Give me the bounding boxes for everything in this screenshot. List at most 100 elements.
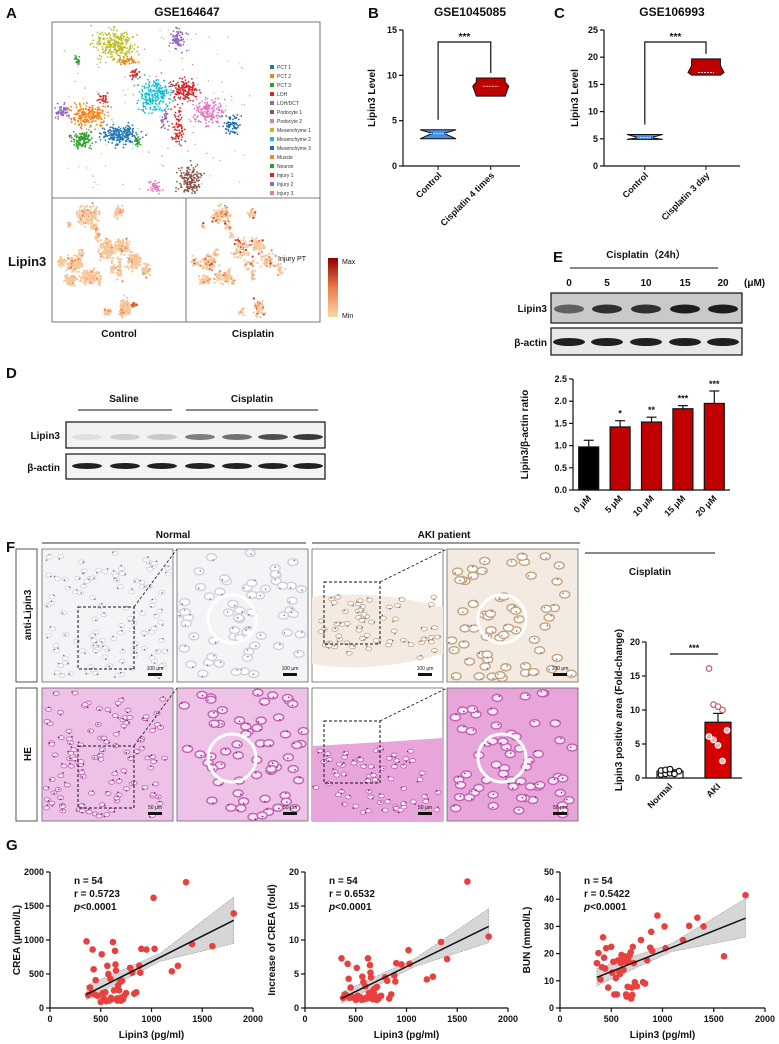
- umap-cell: [132, 71, 134, 74]
- umap-cell: [166, 120, 169, 123]
- umap-cell: [155, 190, 158, 193]
- nucleus: [459, 579, 461, 582]
- expression-cell: [241, 311, 244, 314]
- umap-cell: [176, 41, 179, 44]
- umap-cell: [89, 43, 92, 46]
- expression-cell: [109, 251, 113, 254]
- expression-cell: [139, 259, 142, 262]
- nucleus: [150, 654, 153, 656]
- umap-cell: [105, 33, 108, 36]
- umap-cell: [98, 38, 101, 41]
- significance-label: ***: [459, 32, 471, 43]
- umap-cell: [132, 143, 134, 145]
- umap-cell: [207, 80, 210, 82]
- legend-label: Podocyte 1: [277, 110, 302, 116]
- umap-cell: [112, 121, 114, 123]
- nucleus: [119, 672, 122, 674]
- expression-cell: [220, 282, 223, 285]
- expression-cell: [116, 256, 119, 259]
- expression-cell: [80, 279, 83, 282]
- expression-cell: [89, 281, 92, 284]
- tubule: [180, 619, 192, 628]
- umap-cell: [131, 58, 134, 61]
- umap-cell: [164, 112, 167, 115]
- umap-cell: [185, 189, 187, 192]
- expression-cell: [205, 260, 208, 263]
- umap-cell: [94, 128, 96, 131]
- nucleus: [106, 567, 109, 570]
- nucleus: [61, 612, 64, 614]
- umap-cell: [192, 115, 195, 118]
- umap-cell: [151, 190, 154, 192]
- expression-cell: [126, 301, 129, 304]
- umap-cell: [107, 141, 110, 143]
- nucleus: [181, 603, 184, 605]
- umap-cell: [156, 92, 158, 95]
- umap-cell: [181, 84, 183, 87]
- umap-cell: [240, 115, 243, 117]
- umap-cell: [154, 100, 157, 103]
- expression-cell: [135, 264, 138, 268]
- umap-cell: [124, 126, 127, 129]
- umap-cell: [163, 113, 166, 116]
- umap-cell: [128, 140, 130, 142]
- umap-cell: [119, 51, 122, 54]
- umap-cell: [170, 91, 172, 94]
- umap-cell: [200, 111, 203, 113]
- umap-cell: [186, 189, 189, 191]
- umap-cell: [157, 79, 160, 81]
- umap-cell: [192, 167, 195, 169]
- expression-cell: [64, 269, 68, 272]
- expression-cell: [279, 262, 282, 266]
- umap-cell: [178, 132, 181, 135]
- umap-cell: [115, 143, 118, 146]
- expression-cell: [82, 221, 85, 225]
- umap-cell: [146, 133, 149, 135]
- umap-cell: [98, 43, 101, 46]
- umap-cell: [75, 113, 78, 115]
- umap-cell: [158, 185, 160, 188]
- expression-cell: [205, 281, 208, 284]
- tubule: [213, 659, 225, 668]
- umap-cell: [186, 39, 188, 41]
- umap-cell: [175, 186, 177, 189]
- umap-cell: [80, 138, 82, 140]
- nucleus: [392, 620, 394, 623]
- umap-cell: [111, 136, 114, 139]
- expression-cell: [216, 279, 219, 282]
- expression-cell: [212, 257, 216, 260]
- umap-cell: [179, 114, 182, 116]
- expression-cell: [81, 248, 84, 252]
- expression-cell: [210, 216, 213, 219]
- expression-cell: [133, 257, 137, 260]
- nucleus: [161, 592, 163, 594]
- umap-cell: [150, 91, 152, 94]
- legend-swatch: [270, 110, 274, 114]
- umap-cell: [128, 37, 131, 40]
- tubule: [119, 571, 126, 577]
- umap-cell: [131, 124, 134, 127]
- expression-cell: [145, 265, 148, 269]
- umap-cell: [200, 109, 203, 111]
- tubule: [140, 630, 148, 636]
- expression-cell: [96, 206, 99, 209]
- expression-cell: [142, 267, 145, 270]
- nucleus: [131, 588, 133, 590]
- umap-cell: [118, 61, 121, 63]
- nucleus: [155, 560, 158, 563]
- nucleus: [151, 783, 154, 786]
- expression-cell: [123, 249, 126, 252]
- umap-cell: [116, 61, 119, 64]
- tubule: [484, 609, 497, 618]
- expression-cell: [131, 256, 134, 259]
- nucleus: [148, 561, 151, 564]
- umap-cell: [111, 119, 113, 121]
- umap-cell: [186, 175, 188, 177]
- expression-cell: [210, 269, 214, 272]
- umap-cell: [89, 144, 92, 147]
- nucleus: [132, 667, 134, 670]
- umap-cell: [176, 33, 179, 36]
- tubule: [44, 603, 51, 608]
- expression-cell: [265, 263, 268, 267]
